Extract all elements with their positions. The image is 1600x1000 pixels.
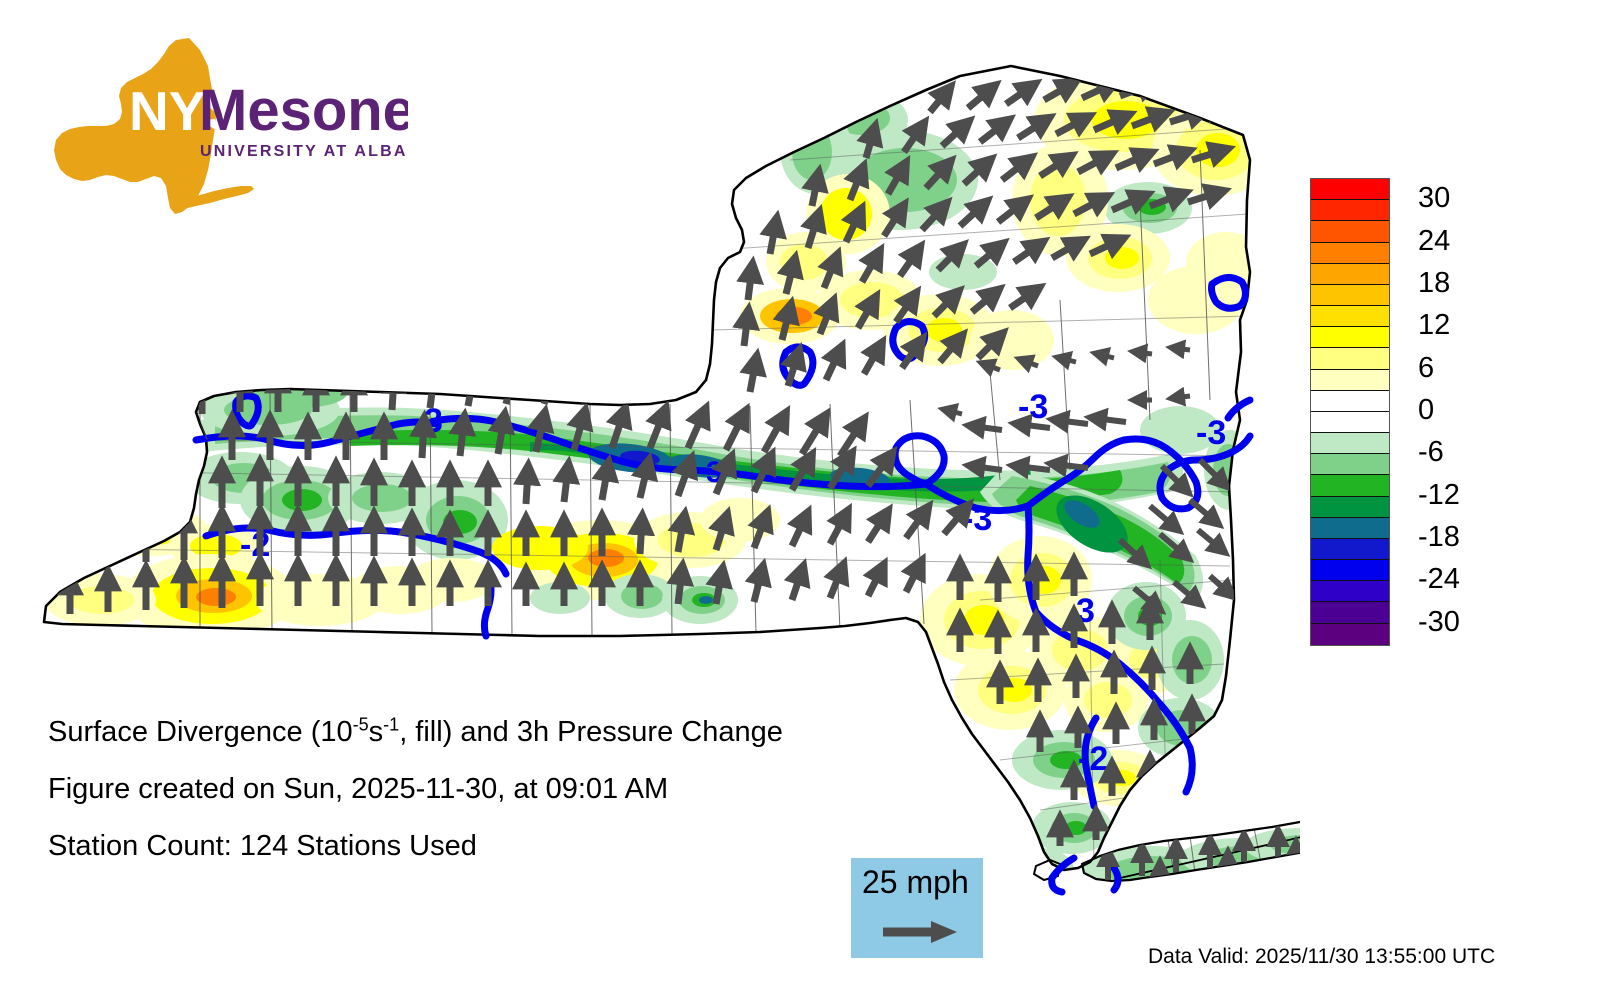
colorbar-band bbox=[1311, 221, 1389, 243]
new-york-state-outline bbox=[42, 64, 1252, 872]
colorbar-tick: 12 bbox=[1418, 309, 1451, 342]
weather-map: 3 -3 -3 -3 3 -2 -2 3 bbox=[42, 64, 1300, 896]
wind-scale-key: 25 mph bbox=[851, 858, 983, 958]
colorbar-tick: 24 bbox=[1418, 224, 1451, 257]
contour-label-neg3b: -3 bbox=[1196, 414, 1226, 452]
colorbar-tick: 30 bbox=[1418, 182, 1451, 215]
colorbar-band bbox=[1311, 284, 1389, 307]
long-island-silhouette bbox=[175, 186, 254, 210]
caption-station-count: Station Count: 124 Stations Used bbox=[48, 830, 477, 862]
colorbar-band bbox=[1311, 454, 1389, 476]
logo-nys-text: NYS bbox=[129, 80, 242, 142]
logo-mesonet-text: Mesonet bbox=[199, 78, 408, 143]
new-york-state-silhouette bbox=[54, 38, 216, 214]
figure-caption: Surface Divergence (10-5s-1, fill) and 3… bbox=[48, 715, 948, 889]
map-svg: 3 -3 -3 -3 3 -2 -2 3 bbox=[42, 64, 1300, 896]
colorbar-band bbox=[1311, 581, 1389, 603]
colorbar-tick: 0 bbox=[1418, 394, 1435, 426]
contour-label-neg3a: -3 bbox=[1018, 388, 1048, 426]
colorbar-band bbox=[1311, 560, 1389, 582]
caption-title-post: , fill) and 3h Pressure Change bbox=[399, 716, 783, 748]
logo-subtitle-text: UNIVERSITY AT ALBANY bbox=[200, 143, 408, 160]
colorbar-tick: -6 bbox=[1418, 436, 1444, 469]
logo-svg: NYS Mesonet UNIVERSITY AT ALBANY bbox=[54, 38, 408, 214]
colorbar-band bbox=[1311, 200, 1389, 222]
colorbar-band bbox=[1311, 475, 1389, 497]
colorbar-tick: -24 bbox=[1418, 563, 1460, 596]
caption-created: Figure created on Sun, 2025-11-30, at 09… bbox=[48, 773, 669, 805]
colorbar-tick: 18 bbox=[1418, 266, 1451, 299]
wind-scale-arrow-icon bbox=[883, 921, 957, 943]
pressure-change-contours bbox=[192, 274, 1254, 896]
caption-title: Surface Divergence (10-5s-1, fill) and 3… bbox=[48, 715, 948, 748]
colorbar-band bbox=[1311, 327, 1389, 349]
colorbar-band bbox=[1311, 496, 1389, 518]
data-valid-timestamp: Data Valid: 2025/11/30 13:55:00 UTC bbox=[1148, 945, 1496, 968]
colorbar-band bbox=[1311, 602, 1389, 624]
caption-title-pre: Surface Divergence (10 bbox=[48, 716, 353, 748]
colorbar-tick: -18 bbox=[1418, 521, 1460, 554]
colorbar-band bbox=[1311, 517, 1389, 539]
divergence-colorbar bbox=[1310, 178, 1390, 646]
colorbar-band bbox=[1311, 242, 1389, 264]
colorbar-band bbox=[1311, 390, 1389, 412]
colorbar-tick: -12 bbox=[1418, 478, 1460, 511]
colorbar-tick: 6 bbox=[1418, 351, 1435, 384]
colorbar-band bbox=[1311, 411, 1389, 434]
colorbar-tick: -30 bbox=[1418, 605, 1460, 638]
colorbar-band bbox=[1311, 306, 1389, 328]
colorbar-band bbox=[1311, 348, 1389, 370]
caption-title-sup2: -1 bbox=[383, 714, 400, 735]
contour-label-neg3c: -3 bbox=[962, 500, 992, 538]
staten-island-outline bbox=[1032, 858, 1062, 882]
colorbar-tick-labels: 30 24 18 12 6 0 -6 -12 -18 -24 -30 bbox=[1400, 170, 1530, 656]
colorbar-band bbox=[1311, 369, 1389, 391]
contour-label-neg2a: -2 bbox=[240, 526, 270, 564]
colorbar-band bbox=[1311, 538, 1389, 561]
colorbar-band bbox=[1311, 179, 1389, 201]
caption-title-sup1: -5 bbox=[352, 714, 369, 735]
caption-title-mid: s bbox=[368, 716, 384, 748]
contour-label-3b: 3 bbox=[1076, 592, 1095, 630]
contour-label-neg2b: -2 bbox=[1078, 740, 1108, 778]
colorbar-band bbox=[1311, 263, 1389, 285]
colorbar-band bbox=[1311, 623, 1389, 645]
nys-mesonet-logo: NYS Mesonet UNIVERSITY AT ALBANY bbox=[48, 36, 408, 216]
wind-scale-label: 25 mph bbox=[862, 864, 969, 900]
colorbar-band bbox=[1311, 433, 1389, 455]
